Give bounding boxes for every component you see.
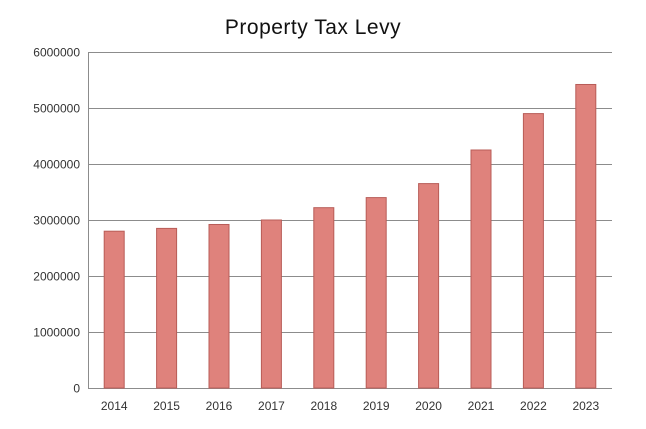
bar-2022 bbox=[522, 113, 544, 389]
y-tick-label: 3000000 bbox=[33, 214, 80, 228]
x-tick-label: 2021 bbox=[468, 399, 495, 413]
bar-2017 bbox=[260, 219, 282, 389]
x-tick-label: 2017 bbox=[258, 399, 285, 413]
y-tick-label: 4000000 bbox=[33, 158, 80, 172]
bar-2023 bbox=[575, 83, 597, 389]
bar-2021 bbox=[470, 149, 492, 389]
x-tick-label: 2015 bbox=[153, 399, 180, 413]
bar-2019 bbox=[365, 197, 387, 389]
y-tick-label: 1000000 bbox=[33, 326, 80, 340]
y-tick-label: 2000000 bbox=[33, 270, 80, 284]
y-axis-ticks: 0 1000000 2000000 3000000 4000000 5000000 6000… bbox=[33, 46, 80, 396]
bar-2018 bbox=[313, 207, 335, 389]
bars bbox=[103, 83, 597, 389]
x-tick-label: 2023 bbox=[572, 399, 599, 413]
bar-2016 bbox=[208, 223, 230, 389]
x-axis-ticks: 2014 2015 2016 2017 2018 2019 2020 2021 2022 2023 bbox=[101, 399, 600, 413]
bar-2014 bbox=[103, 230, 125, 389]
chart-title: Property Tax Levy bbox=[225, 16, 401, 39]
y-tick-label: 5000000 bbox=[33, 102, 80, 116]
y-tick-label: 0 bbox=[73, 382, 80, 396]
x-tick-label: 2018 bbox=[310, 399, 337, 413]
x-tick-label: 2019 bbox=[363, 399, 390, 413]
bar-2020 bbox=[418, 183, 440, 389]
x-tick-label: 2016 bbox=[206, 399, 233, 413]
bar-2015 bbox=[156, 227, 178, 389]
x-tick-label: 2014 bbox=[101, 399, 128, 413]
x-tick-label: 2020 bbox=[415, 399, 442, 413]
y-tick-label: 6000000 bbox=[33, 46, 80, 60]
x-tick-label: 2022 bbox=[520, 399, 547, 413]
